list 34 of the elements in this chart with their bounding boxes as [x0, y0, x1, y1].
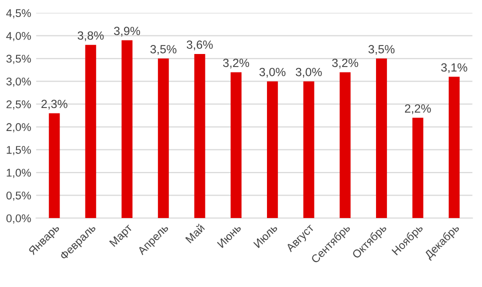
data-label: 3,2%	[223, 58, 250, 68]
data-label: 3,1%	[441, 63, 468, 74]
data-label: 3,9%	[114, 26, 140, 37]
bar	[194, 54, 206, 218]
y-tick-label: 1,5%	[6, 146, 31, 156]
y-tick-label: 3,5%	[6, 54, 31, 64]
bar	[448, 76, 460, 218]
data-label: 3,5%	[150, 45, 176, 55]
y-tick-label: 2,0%	[6, 123, 31, 132]
y-tick-label: 4,0%	[6, 32, 31, 42]
y-tick-label: 3,0%	[6, 78, 31, 87]
y-tick-label: 1,0%	[6, 168, 31, 178]
data-label: 3,6%	[186, 40, 213, 50]
bar	[122, 40, 132, 218]
bar	[266, 81, 278, 218]
y-tick-label: 4,5%	[6, 9, 31, 18]
y-tick-label: 2,5%	[6, 100, 31, 110]
data-label: 2,2%	[404, 104, 431, 114]
data-label: 3,8%	[78, 31, 104, 42]
data-label: 3,2%	[332, 58, 358, 68]
bar	[340, 72, 351, 218]
bar	[158, 58, 169, 218]
bar	[412, 118, 424, 218]
data-label: 3,0%	[259, 68, 286, 78]
bar	[376, 58, 387, 218]
data-label: 3,5%	[368, 45, 395, 55]
y-tick-label: 0,5%	[6, 192, 31, 201]
y-tick-label: 0,0%	[6, 214, 31, 224]
data-label: 2,3%	[41, 100, 68, 110]
bar	[303, 81, 314, 218]
data-label: 3,0%	[296, 68, 322, 78]
bar	[48, 113, 60, 218]
bar	[230, 72, 242, 218]
bar	[85, 44, 96, 218]
